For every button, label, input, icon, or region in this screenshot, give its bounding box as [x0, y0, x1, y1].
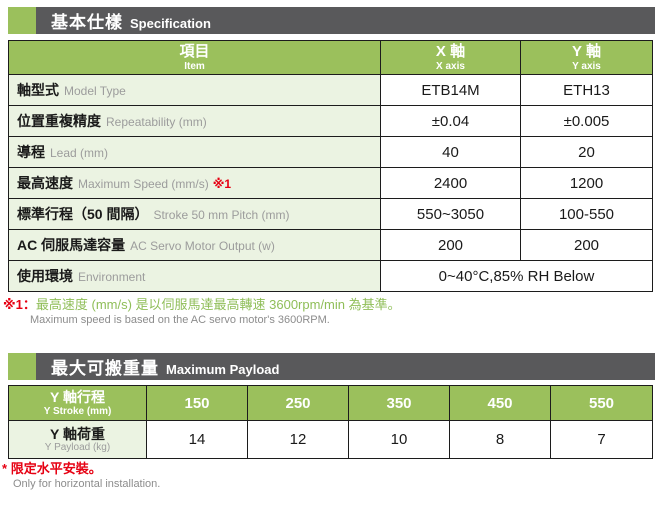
row-label-zh: 導程: [17, 144, 45, 160]
spec-row-max-speed: 最高速度 Maximum Speed (mm/s) ※1 2400 1200: [8, 167, 653, 199]
payload-value-row: Y 軸荷重 Y Payload (kg) 14 12 10 8 7: [8, 420, 653, 459]
col-header-y-en: Y axis: [572, 60, 601, 72]
speed-footnote: ※1：最高速度 (mm/s) 是以伺服馬達最高轉速 3600rpm/min 為基…: [3, 297, 401, 328]
green-accent-square: [8, 353, 36, 380]
row-label-zh: 位置重複精度: [17, 113, 101, 129]
y-payload-zh: Y 軸荷重: [50, 425, 105, 442]
spec-header-row: 項目 Item X 軸 X axis Y 軸 Y axis: [8, 40, 653, 75]
footnote-ref-mark: ※1: [212, 177, 232, 191]
row-label-zh: 標準行程（50 間隔）: [17, 206, 149, 222]
row-label: 標準行程（50 間隔） Stroke 50 mm Pitch (mm): [8, 198, 381, 230]
row-label-en: Environment: [78, 270, 146, 284]
section-title-en: Maximum Payload: [166, 362, 280, 377]
y-stroke-zh: Y 軸行程: [50, 389, 105, 406]
payload-value: 12: [247, 420, 349, 459]
row-label: 最高速度 Maximum Speed (mm/s) ※1: [8, 167, 381, 199]
col-header-y-stroke: Y 軸行程 Y Stroke (mm): [8, 385, 147, 421]
x-axis-value: 40: [380, 136, 521, 168]
section-title-en: Specification: [130, 16, 211, 31]
spec-row-model-type: 軸型式 Model Type ETB14M ETH13: [8, 74, 653, 106]
row-label-en: Stroke 50 mm Pitch (mm): [153, 208, 290, 222]
row-label-en: Repeatability (mm): [106, 115, 207, 129]
y-stroke-en: Y Stroke (mm): [43, 405, 112, 417]
payload-value: 10: [348, 420, 450, 459]
y-axis-value: 100-550: [520, 198, 653, 230]
stroke-250: 250: [247, 385, 349, 421]
x-axis-value: 200: [380, 229, 521, 261]
row-label-en: AC Servo Motor Output (w): [130, 239, 275, 253]
specification-table: 項目 Item X 軸 X axis Y 軸 Y axis 軸型式 Model T…: [8, 40, 653, 292]
environment-value: 0~40°C,85% RH Below: [380, 260, 653, 292]
row-label: 位置重複精度 Repeatability (mm): [8, 105, 381, 137]
footnote-text-zh: 最高速度 (mm/s) 是以伺服馬達最高轉速 3600rpm/min 為基準。: [35, 297, 401, 312]
stroke-150: 150: [146, 385, 248, 421]
spec-row-repeatability: 位置重複精度 Repeatability (mm) ±0.04 ±0.005: [8, 105, 653, 137]
row-label-zh: AC 伺服馬達容量: [17, 237, 126, 253]
payload-value: 14: [146, 420, 248, 459]
section-header-specification: 基本仕樣 Specification: [8, 7, 655, 34]
row-label-zh: 最高速度: [17, 175, 73, 191]
spec-row-servo-output: AC 伺服馬達容量 AC Servo Motor Output (w) 200 2…: [8, 229, 653, 261]
row-label: AC 伺服馬達容量 AC Servo Motor Output (w): [8, 229, 381, 261]
spec-row-environment: 使用環境 Environment 0~40°C,85% RH Below: [8, 260, 653, 292]
spec-row-lead: 導程 Lead (mm) 40 20: [8, 136, 653, 168]
max-payload-table: Y 軸行程 Y Stroke (mm) 150 250 350 450 550 …: [8, 385, 653, 459]
y-axis-value: ±0.005: [520, 105, 653, 137]
y-payload-en: Y Payload (kg): [44, 442, 111, 454]
row-label-zh: 使用環境: [17, 268, 73, 284]
x-axis-value: ETB14M: [380, 74, 521, 106]
col-header-x-en: X axis: [436, 60, 465, 72]
footnote-marker: ※1：: [3, 297, 36, 312]
installation-footnote-line-zh: * 限定水平安裝。: [2, 461, 160, 477]
row-label: 導程 Lead (mm): [8, 136, 381, 168]
footnote-marker: *: [2, 461, 8, 476]
stroke-450: 450: [449, 385, 551, 421]
y-axis-value: 1200: [520, 167, 653, 199]
x-axis-value: 550~3050: [380, 198, 521, 230]
col-header-y-axis: Y 軸 Y axis: [520, 40, 653, 75]
section-title: 基本仕樣 Specification: [36, 8, 211, 33]
col-header-item-zh: 項目: [179, 43, 210, 61]
speed-footnote-line-zh: ※1：最高速度 (mm/s) 是以伺服馬達最高轉速 3600rpm/min 為基…: [3, 297, 401, 313]
payload-value: 8: [449, 420, 551, 459]
payload-value: 7: [550, 420, 653, 459]
stroke-350: 350: [348, 385, 450, 421]
y-axis-value: 20: [520, 136, 653, 168]
section-title: 最大可搬重量 Maximum Payload: [36, 354, 279, 379]
row-label-en: Lead (mm): [50, 146, 109, 160]
stroke-550: 550: [550, 385, 653, 421]
speed-footnote-line-en: Maximum speed is based on the AC servo m…: [30, 314, 330, 327]
row-label-zh: 軸型式: [17, 82, 59, 98]
row-label-en: Maximum Speed (mm/s): [78, 177, 209, 191]
row-label-en: Model Type: [64, 84, 126, 98]
installation-footnote-line-en: Only for horizontal installation.: [13, 478, 161, 491]
row-label: 使用環境 Environment: [8, 260, 381, 292]
row-label: 軸型式 Model Type: [8, 74, 381, 106]
col-header-x-axis: X 軸 X axis: [380, 40, 521, 75]
section-title-zh: 最大可搬重量: [51, 359, 159, 378]
col-header-y-zh: Y 軸: [572, 43, 601, 61]
x-axis-value: 2400: [380, 167, 521, 199]
col-header-x-zh: X 軸: [435, 43, 466, 61]
section-title-zh: 基本仕樣: [51, 13, 123, 32]
payload-header-row: Y 軸行程 Y Stroke (mm) 150 250 350 450 550: [8, 385, 653, 421]
y-payload-label: Y 軸荷重 Y Payload (kg): [8, 420, 147, 459]
y-axis-value: 200: [520, 229, 653, 261]
spec-row-stroke: 標準行程（50 間隔） Stroke 50 mm Pitch (mm) 550~3…: [8, 198, 653, 230]
footnote-text-zh: 限定水平安裝。: [10, 461, 102, 476]
col-header-item-en: Item: [184, 60, 205, 72]
y-axis-value: ETH13: [520, 74, 653, 106]
installation-footnote: * 限定水平安裝。 Only for horizontal installati…: [2, 461, 160, 492]
x-axis-value: ±0.04: [380, 105, 521, 137]
section-header-max-payload: 最大可搬重量 Maximum Payload: [8, 353, 655, 380]
col-header-item: 項目 Item: [8, 40, 381, 75]
green-accent-square: [8, 7, 36, 34]
